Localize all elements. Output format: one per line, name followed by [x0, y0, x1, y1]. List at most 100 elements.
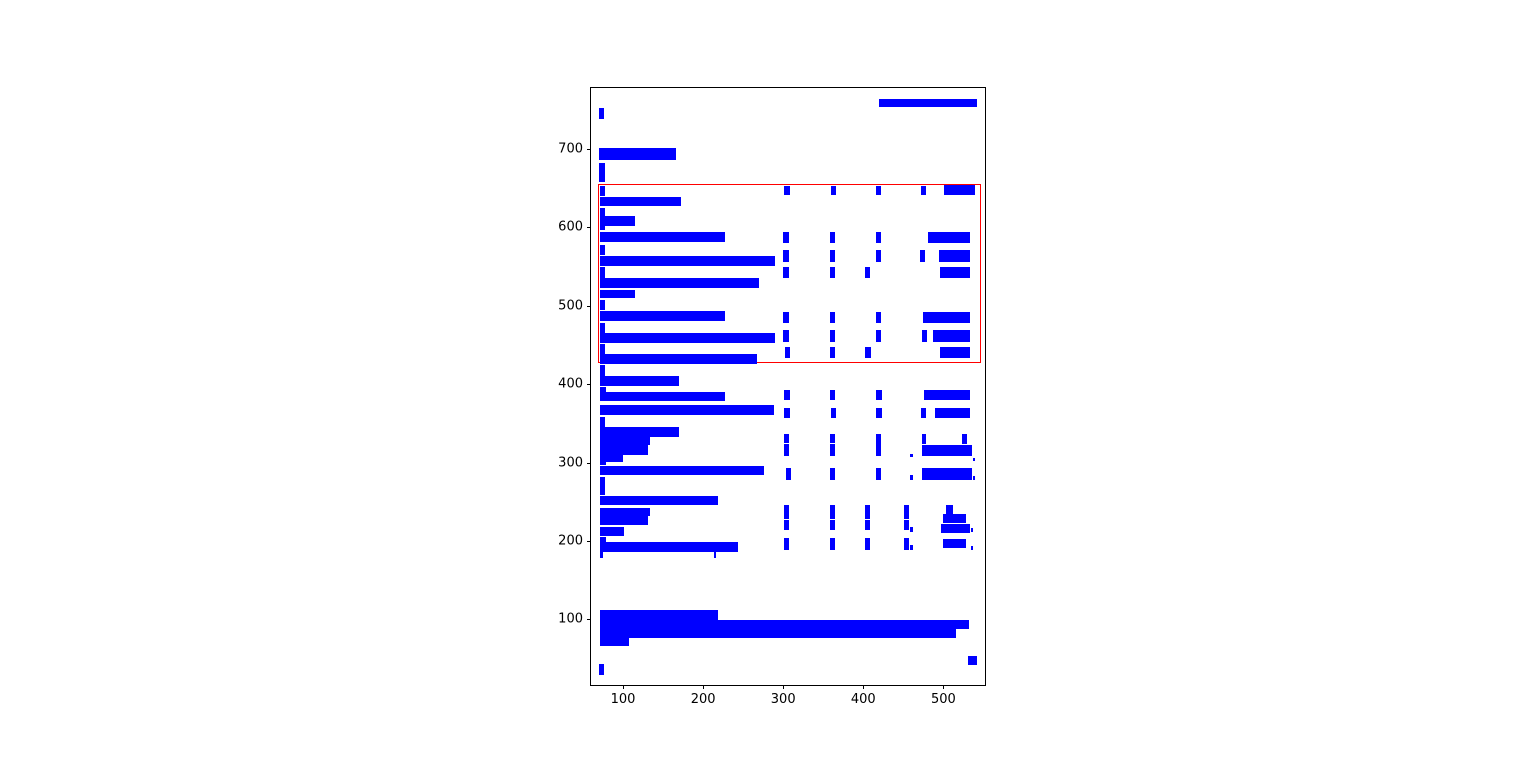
x-tick-label: 100	[610, 692, 636, 707]
y-tick-label: 400	[558, 376, 583, 392]
layout-box	[864, 504, 870, 519]
layout-box	[600, 333, 775, 344]
layout-box	[943, 514, 966, 524]
layout-box	[879, 99, 978, 108]
y-tick-label: 100	[558, 611, 583, 627]
layout-box	[920, 186, 926, 196]
layout-box	[876, 330, 881, 342]
layout-box	[939, 346, 970, 359]
layout-box	[784, 504, 790, 519]
x-tick-label: 200	[690, 692, 716, 707]
layout-box	[829, 538, 835, 550]
layout-box	[600, 185, 605, 196]
layout-box	[600, 619, 970, 629]
layout-box	[943, 184, 975, 195]
x-tick-label: 300	[770, 692, 796, 707]
layout-box	[829, 444, 835, 457]
x-tick-mark	[943, 685, 945, 689]
layout-box	[909, 474, 913, 480]
layout-box	[829, 250, 835, 262]
y-tick-label: 200	[558, 533, 583, 549]
layout-box	[600, 405, 774, 415]
layout-box	[784, 390, 790, 401]
layout-box	[830, 186, 836, 196]
layout-box	[940, 524, 970, 534]
layout-box	[783, 231, 789, 244]
layout-box	[600, 465, 764, 475]
layout-box	[909, 526, 913, 532]
layout-box	[972, 457, 975, 462]
layout-box	[600, 365, 606, 377]
layout-box	[923, 311, 970, 324]
layout-box	[600, 541, 739, 552]
layout-box	[829, 266, 835, 279]
layout-box	[600, 436, 650, 446]
layout-box	[714, 552, 717, 558]
layout-box	[876, 408, 882, 419]
layout-box	[968, 656, 977, 666]
layout-box	[876, 250, 881, 262]
layout-box	[829, 231, 835, 244]
y-tick-mark	[587, 384, 591, 386]
layout-box	[600, 460, 607, 465]
layout-box	[785, 467, 791, 480]
layout-box	[903, 504, 910, 519]
layout-box	[876, 467, 881, 480]
layout-box	[600, 290, 635, 299]
layout-box	[784, 408, 790, 419]
layout-box	[600, 216, 635, 227]
layout-box	[970, 528, 974, 533]
layout-box	[600, 454, 624, 463]
layout-box	[784, 444, 790, 457]
y-tick-mark	[587, 540, 591, 542]
layout-box	[876, 231, 881, 244]
layout-box	[876, 434, 881, 457]
layout-box	[600, 507, 650, 516]
layout-box	[932, 330, 970, 342]
layout-box	[783, 311, 789, 324]
layout-box	[829, 504, 835, 519]
layout-box	[784, 538, 790, 550]
x-tick-mark	[623, 685, 625, 689]
layout-box	[903, 519, 909, 530]
y-tick-label: 700	[558, 141, 583, 157]
highlight-rectangle	[598, 184, 981, 364]
layout-box	[919, 250, 925, 262]
layout-box	[829, 330, 835, 342]
layout-box	[970, 545, 974, 550]
layout-box	[876, 311, 881, 324]
y-tick-label: 600	[558, 219, 583, 235]
layout-box	[600, 197, 682, 207]
layout-box	[600, 278, 759, 289]
layout-box	[927, 231, 970, 244]
layout-box	[909, 544, 913, 550]
layout-box	[600, 609, 718, 620]
layout-box	[909, 453, 913, 458]
layout-box	[600, 628, 956, 638]
layout-box	[943, 538, 966, 549]
layout-box	[600, 416, 605, 427]
layout-box	[600, 445, 649, 455]
layout-box	[921, 444, 972, 457]
layout-box	[784, 346, 790, 359]
layout-box	[783, 266, 789, 279]
layout-box	[599, 108, 605, 120]
layout-box	[784, 186, 790, 196]
layout-box	[599, 663, 604, 675]
layout-box	[934, 408, 970, 419]
x-tick-mark	[863, 685, 865, 689]
plot-area: 100 200 300 400 500 100 200 300 400 500 600 700	[558, 87, 986, 707]
layout-box	[829, 311, 835, 324]
layout-box	[600, 311, 726, 322]
y-tick-mark	[587, 149, 591, 151]
layout-box	[600, 300, 605, 311]
layout-box	[864, 266, 870, 279]
layout-box	[600, 476, 606, 495]
layout-box	[864, 538, 870, 550]
x-tick-label: 500	[930, 692, 956, 707]
layout-box	[920, 408, 926, 419]
layout-box	[972, 476, 975, 480]
layout-box	[600, 232, 725, 243]
x-tick-label: 400	[850, 692, 876, 707]
layout-box	[921, 330, 927, 342]
